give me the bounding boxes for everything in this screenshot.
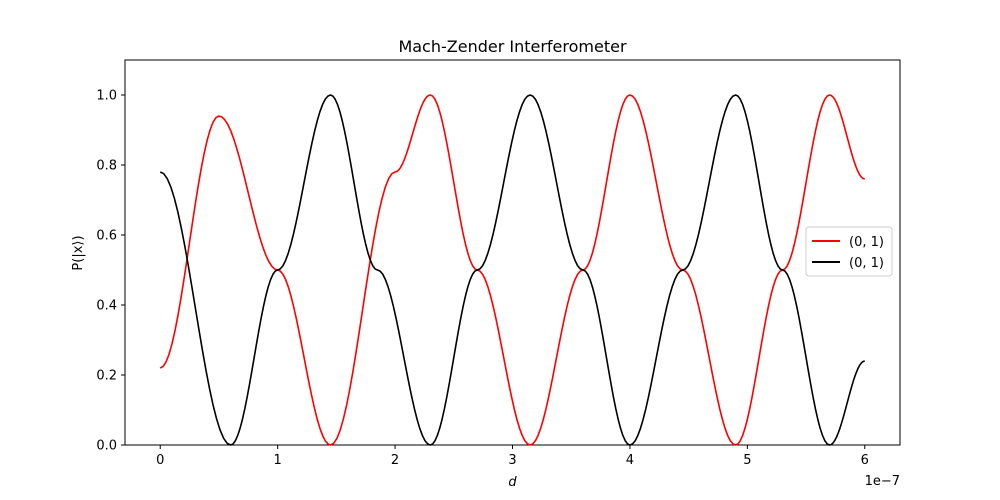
x-tick-label: 5 bbox=[743, 453, 751, 468]
legend-label-series-1: (0, 1) bbox=[849, 235, 884, 250]
y-tick-label: 0.4 bbox=[96, 299, 117, 314]
x-tick-label: 4 bbox=[626, 453, 634, 468]
series-layer bbox=[159, 94, 865, 446]
y-tick-label: 0.2 bbox=[96, 369, 117, 384]
chart-title: Mach-Zender Interferometer bbox=[398, 37, 627, 56]
x-tick-label: 3 bbox=[508, 453, 516, 468]
x-tick-label: 2 bbox=[391, 453, 399, 468]
legend-frame bbox=[805, 226, 893, 277]
legend-label-series-2: (0, 1) bbox=[849, 256, 884, 271]
y-axis-ticks: 0.0 0.2 0.4 0.6 0.8 1.0 bbox=[96, 89, 125, 454]
x-tick-label: 0 bbox=[156, 453, 164, 468]
x-tick-label: 6 bbox=[861, 453, 869, 468]
y-tick-label: 0.0 bbox=[96, 439, 117, 454]
series-line-1 bbox=[159, 94, 865, 446]
y-tick-label: 0.8 bbox=[96, 159, 117, 174]
y-tick-label: 0.6 bbox=[96, 229, 117, 244]
x-axis-offset-text: 1e−7 bbox=[865, 474, 900, 489]
x-axis-label: d bbox=[508, 475, 517, 490]
plot-area: 0 1 2 3 4 5 6 0.0 0.2 0.4 0.6 0.8 1.0 bbox=[96, 59, 901, 468]
series-line-2 bbox=[159, 94, 865, 446]
y-axis-label: P(|x⟩) bbox=[71, 235, 86, 270]
y-tick-label: 1.0 bbox=[96, 89, 117, 104]
legend: (0, 1) (0, 1) bbox=[805, 226, 893, 277]
x-tick-label: 1 bbox=[274, 453, 282, 468]
x-axis-ticks: 0 1 2 3 4 5 6 bbox=[156, 445, 869, 468]
